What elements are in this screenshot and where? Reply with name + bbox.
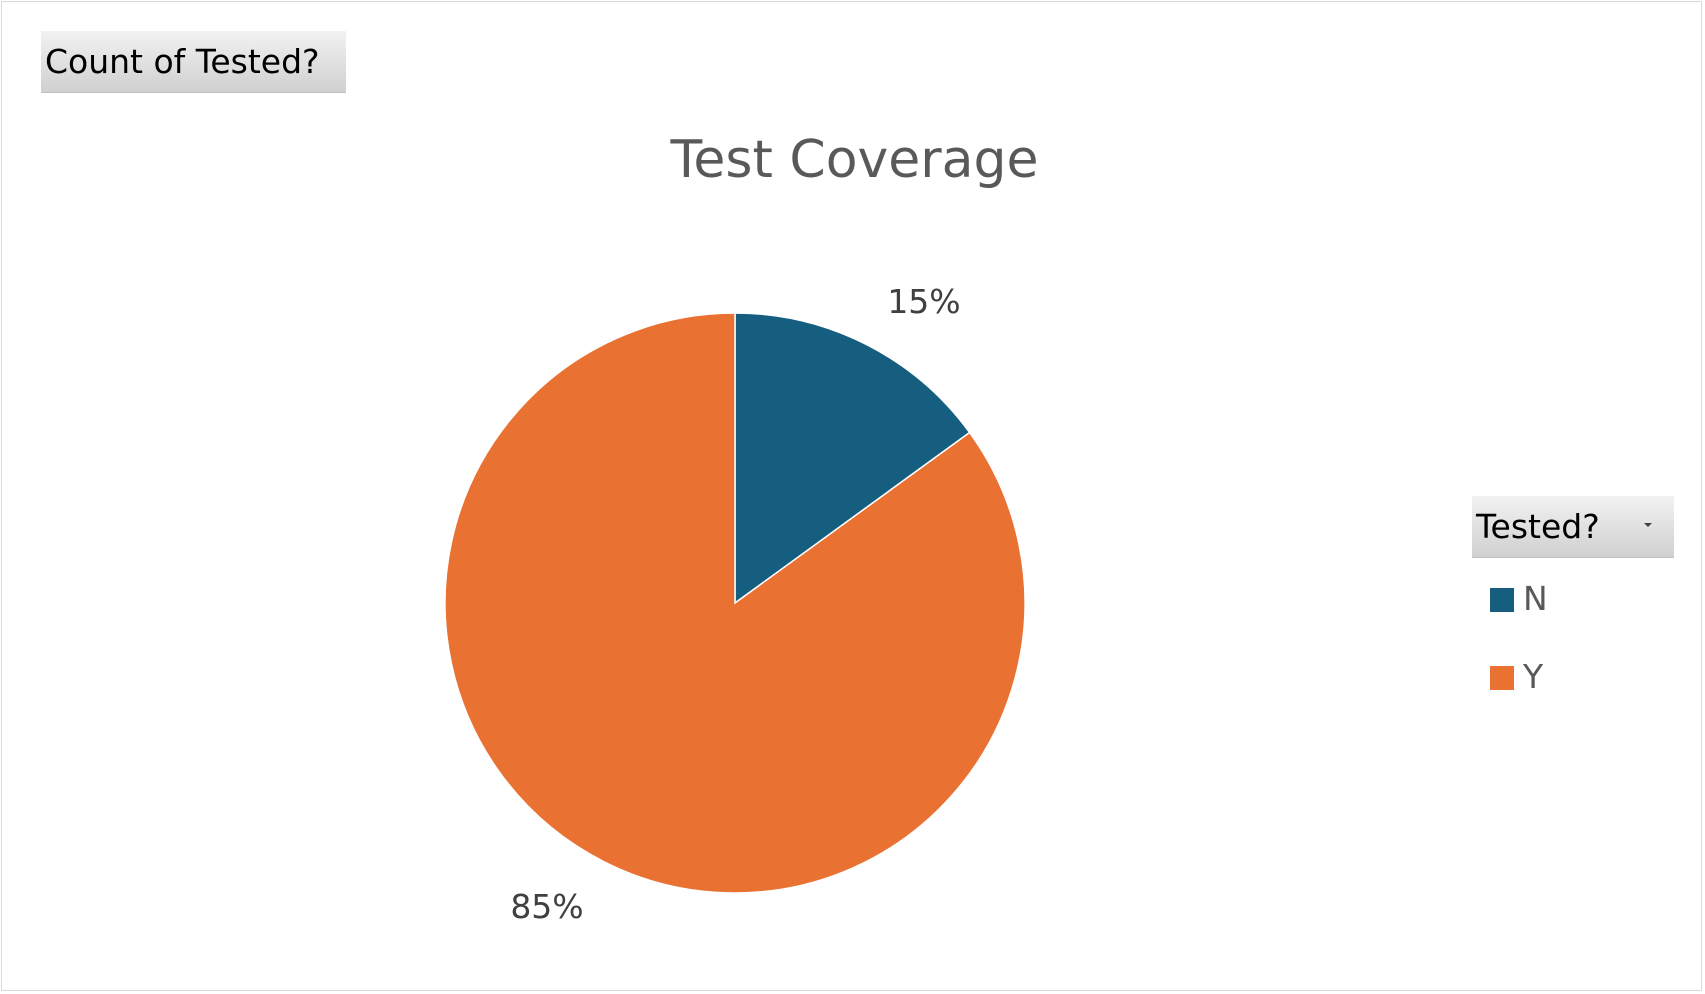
legend-label-n: N [1523,579,1548,618]
legend-swatch-n [1490,588,1514,612]
pie-slice-y[interactable] [444,312,1026,894]
value-field-button[interactable]: Count of Tested? [41,31,346,93]
category-field-label: Tested? [1476,507,1600,546]
chart-title: Test Coverage [670,130,1039,190]
data-label-n: 15% [887,282,960,321]
pie-slices [444,312,1026,894]
data-label-y: 85% [510,887,583,926]
dropdown-arrow-icon[interactable] [1644,523,1652,527]
category-field-button[interactable]: Tested? [1472,496,1674,558]
value-field-label: Count of Tested? [45,42,320,81]
legend-label-y: Y [1523,657,1544,696]
legend-swatch-y [1490,666,1514,690]
pie-slice-n[interactable] [734,312,971,605]
